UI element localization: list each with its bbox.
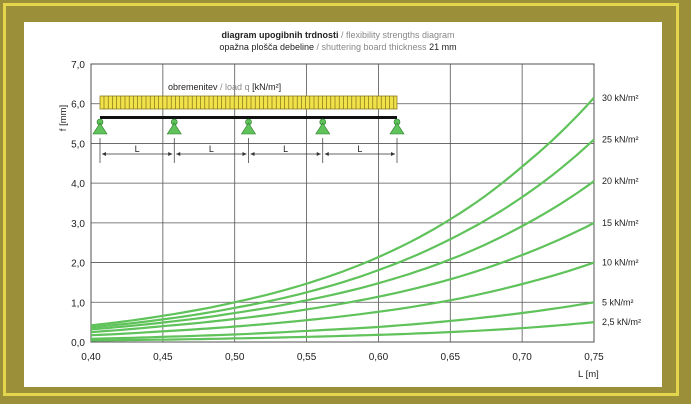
y-tick-label: 0,0 — [71, 338, 85, 349]
series-labels: 2,5 kN/m² 5 kN/m² 10 kN/m² 15 kN/m² 20 kN/m²… — [602, 93, 641, 327]
x-tick-label: 0,60 — [369, 352, 389, 363]
x-tick-label: 0,70 — [512, 352, 532, 363]
load-rect — [99, 95, 398, 110]
support-triangle — [389, 122, 405, 135]
dimension-arrow — [242, 152, 247, 156]
supports — [92, 118, 405, 135]
support-triangle — [92, 122, 108, 135]
dimension-arrow — [316, 152, 321, 156]
subtitle-sep: / — [314, 42, 322, 52]
load-label: obremenitev / load q [kN/m²] — [168, 82, 281, 92]
y-axis-label: f [mm] — [58, 105, 69, 131]
series-label: 30 kN/m² — [602, 93, 639, 103]
series-label: 15 kN/m² — [602, 218, 639, 228]
series-line — [90, 97, 595, 327]
series-line — [90, 301, 595, 340]
dimension-arrow — [176, 152, 181, 156]
series-label: 20 kN/m² — [602, 176, 639, 186]
series-label: 10 kN/m² — [602, 258, 639, 268]
x-tick-label: 0,65 — [441, 352, 461, 363]
span-label: L — [357, 144, 362, 154]
series-line — [90, 221, 595, 334]
series-line — [90, 321, 595, 342]
chart-title: diagram upogibnih trdnosti / flexibility… — [221, 30, 454, 40]
title-sep: / — [338, 30, 346, 40]
support-triangle — [315, 122, 331, 135]
title-main-en: flexibility strengths diagram — [346, 30, 455, 40]
load-label-main: obremenitev — [168, 82, 218, 92]
dimension-arrow — [102, 152, 106, 156]
series-line — [90, 261, 595, 337]
span-label: L — [209, 144, 214, 154]
subtitle-main: opažna plošča debeline — [219, 42, 314, 52]
series-label: 5 kN/m² — [602, 297, 634, 307]
support-triangle — [166, 122, 182, 135]
beam-diagram: obremenitev / load q [kN/m²] L L L L — [92, 82, 405, 163]
series-line — [90, 138, 595, 329]
x-axis-label: L [m] — [578, 369, 599, 380]
y-tick-label: 2,0 — [71, 259, 85, 270]
dimension-arrow — [324, 152, 329, 156]
x-tick-label: 0,45 — [153, 352, 173, 363]
tick-labels: 0,40 0,45 0,50 0,55 0,60 0,65 0,70 0,75 0,0 1,0 2,… — [71, 60, 604, 363]
span-label: L — [283, 144, 288, 154]
chart-subtitle: opažna plošča debeline / shuttering boar… — [219, 42, 456, 52]
subtitle-en: shuttering board thickness — [322, 42, 428, 52]
dimension-arrow — [168, 152, 173, 156]
y-tick-label: 1,0 — [71, 298, 85, 309]
outer-frame — [3, 3, 679, 396]
dimension-arrow — [391, 152, 395, 156]
dimension-arrow — [250, 152, 255, 156]
chart: diagram upogibnih trdnosti / flexibility… — [58, 30, 641, 380]
y-tick-label: 4,0 — [71, 179, 85, 190]
subtitle-value: 21 mm — [427, 42, 457, 52]
chart-panel: diagram upogibnih trdnosti / flexibility… — [24, 22, 662, 387]
x-tick-label: 0,55 — [297, 352, 317, 363]
load-label-en: load q — [225, 82, 250, 92]
support-triangle — [240, 122, 257, 135]
load-label-sep: / — [218, 82, 226, 92]
title-main: diagram upogibnih trdnosti — [221, 30, 338, 40]
series-label: 2,5 kN/m² — [602, 317, 641, 327]
y-tick-label: 6,0 — [71, 100, 85, 111]
load-block — [99, 95, 398, 110]
load-label-unit: [kN/m²] — [250, 82, 282, 92]
x-tick-label: 0,50 — [225, 352, 245, 363]
span-label: L — [135, 144, 140, 154]
series-label: 25 kN/m² — [602, 134, 639, 144]
y-tick-label: 3,0 — [71, 219, 85, 230]
y-tick-label: 7,0 — [71, 60, 85, 71]
x-tick-label: 0,75 — [584, 352, 604, 363]
series-lines — [90, 97, 595, 342]
chart-grid — [90, 63, 595, 343]
y-tick-label: 5,0 — [71, 139, 85, 150]
series-line — [90, 180, 595, 331]
x-tick-label: 0,40 — [81, 352, 101, 363]
